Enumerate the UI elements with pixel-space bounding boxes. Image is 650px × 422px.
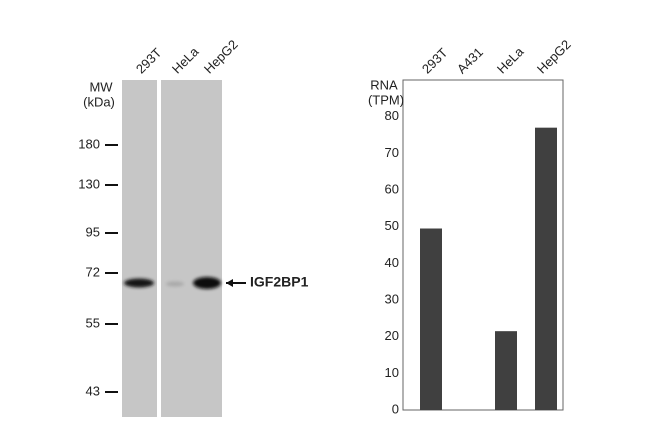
y-unit: (TPM)	[368, 92, 404, 107]
bar	[495, 331, 517, 410]
y-tick-label: 30	[385, 291, 399, 306]
band	[193, 277, 221, 289]
mw-marker-label: 180	[78, 136, 100, 151]
mw-unit: (kDa)	[83, 94, 115, 109]
mw-marker-label: 72	[86, 264, 100, 279]
mw-marker-label: 55	[86, 315, 100, 330]
mw-marker-label: 130	[78, 176, 100, 191]
y-tick-label: 0	[392, 401, 399, 416]
y-label: RNA	[370, 77, 398, 92]
bar	[420, 228, 442, 410]
lane-label: HepG2	[201, 37, 241, 77]
y-tick-label: 10	[385, 365, 399, 380]
blot-panel	[161, 80, 222, 417]
band	[124, 278, 154, 288]
mw-title: MW	[89, 79, 113, 94]
x-tick-label: A431	[454, 44, 486, 76]
band	[166, 281, 184, 287]
target-label: IGF2BP1	[250, 274, 309, 290]
chart-frame	[402, 79, 564, 411]
x-tick-label: HepG2	[534, 37, 574, 77]
x-tick-label: 293T	[419, 45, 451, 77]
y-tick-label: 20	[385, 328, 399, 343]
mw-marker-label: 43	[86, 383, 100, 398]
x-tick-label: HeLa	[494, 43, 527, 76]
y-tick-label: 50	[385, 218, 399, 233]
lane-label: HeLa	[169, 43, 202, 76]
mw-marker-label: 95	[86, 224, 100, 239]
y-tick-label: 70	[385, 145, 399, 160]
bar	[535, 127, 557, 411]
y-tick-label: 80	[385, 108, 399, 123]
lane-label: 293T	[133, 45, 165, 77]
y-tick-label: 40	[385, 255, 399, 270]
y-tick-label: 60	[385, 181, 399, 196]
blot-panel	[122, 80, 157, 417]
arrow-head	[226, 279, 233, 287]
